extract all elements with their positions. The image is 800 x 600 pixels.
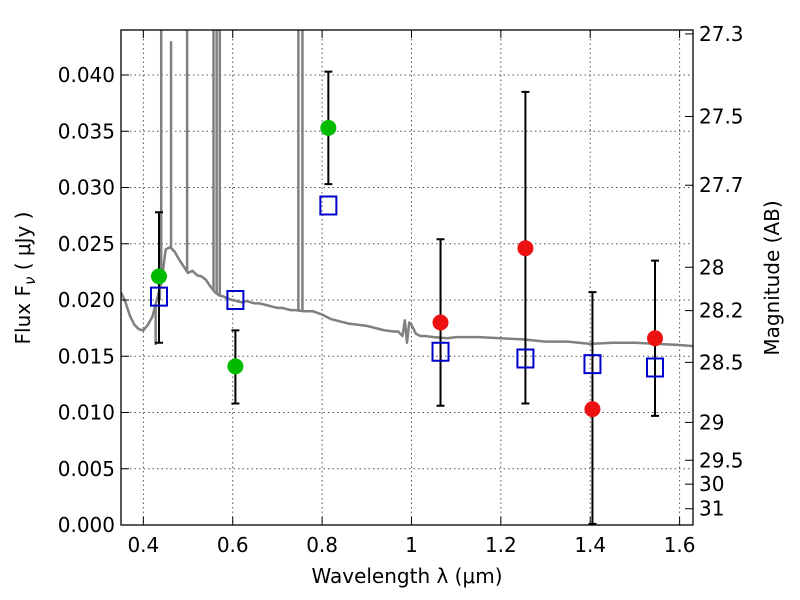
right-tick-label: 29 [699,410,724,434]
y-tick-label: 0.035 [58,119,115,143]
right-tick-label: 27.3 [699,22,744,46]
x-tick-label: 1.4 [574,533,606,557]
y-tick-label: 0.025 [58,232,115,256]
data-point-circle [647,330,664,347]
axis-ticks [121,30,693,526]
y-tick-label: 0.020 [58,288,115,312]
data-point-square [583,354,602,375]
plot-frame [120,29,694,526]
axis-tick-labels: 0.4 0.6 0.8 1 1.2 1.4 1.6 0.000 0.005 0.010 0.015 0… [58,22,744,557]
right-tick-label: 27.7 [699,173,744,197]
y-tick-label: 0.015 [58,344,115,368]
data-point-circle [432,314,449,331]
data-point-circle [584,401,601,418]
x-tick-label: 1.2 [485,533,517,557]
data-point-circle [320,119,337,136]
data-point-square [646,357,665,378]
data-points [149,70,665,525]
y-tick-label: 0.030 [58,176,115,200]
model-continuum [121,245,693,348]
right-axis-label: Magnitude (AB) [760,200,784,355]
x-tick-label: 0.4 [127,533,159,557]
y-axis-label: Flux Fν ( μJy ) [11,212,39,345]
plot-area [121,30,693,525]
data-point-square [516,348,535,369]
x-tick-label: 1.6 [664,533,696,557]
data-point-square [149,286,168,307]
y-tick-label: 0.040 [58,63,115,87]
y-tick-label: 0.000 [58,513,115,537]
right-tick-label: 28.2 [699,299,744,323]
data-point-circle [150,268,167,285]
y-tick-label: 0.005 [58,457,115,481]
x-tick-label: 1 [405,533,418,557]
data-point-square [226,290,245,310]
right-tick-label: 28.5 [699,350,744,374]
model-spectrum [121,30,693,348]
right-tick-label: 30 [699,472,724,496]
data-point-square [319,195,338,216]
data-point-circle [227,358,244,375]
right-tick-label: 29.5 [699,448,744,472]
right-tick-label: 28 [699,255,724,279]
x-axis-label: Wavelength λ (μm) [311,564,502,588]
y-tick-label: 0.010 [58,401,115,425]
data-point-square [431,341,450,362]
right-tick-label: 31 [699,497,724,521]
data-point-circle [517,240,534,257]
x-tick-label: 0.8 [306,533,338,557]
right-tick-label: 27.5 [699,105,744,129]
x-tick-label: 0.6 [217,533,249,557]
